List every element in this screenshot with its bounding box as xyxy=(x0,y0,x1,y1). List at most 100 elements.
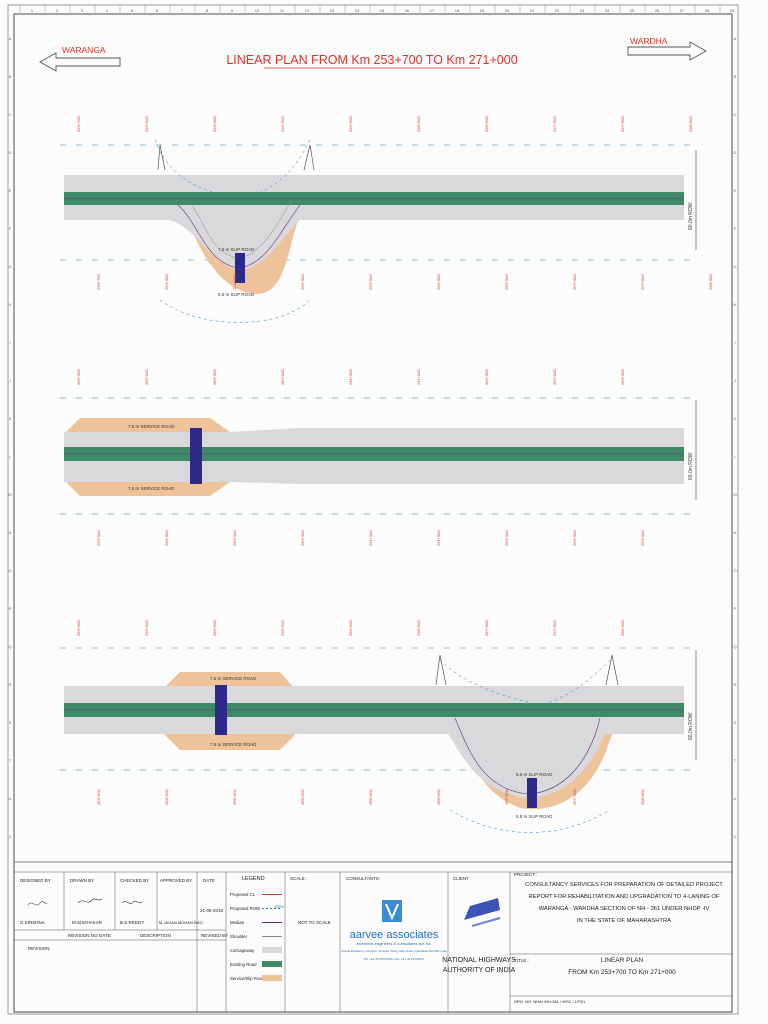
chainage-labels: 264+000 264+000 264+500 264+500 265+000 265+0… xyxy=(76,620,645,805)
scale-number: 2 xyxy=(56,8,59,13)
chainage-label: 267+000 xyxy=(484,620,489,636)
top-scale-numbers: 1 2 3 4 5 6 7 8 9 10 11 12 13 14 15 16 17 18 19 20 21 22 23 24 2… xyxy=(19,5,735,14)
grid-letter: A xyxy=(734,36,737,41)
left-grid-letters: A B C D E F G H I J K L M N O P Q R S T U V xyxy=(8,36,12,839)
grid-letter: E xyxy=(734,188,737,193)
scale-label: SCALE : xyxy=(290,876,307,881)
title-line-2: FROM Km 253+700 TO Km 271+000 xyxy=(568,969,676,976)
title-label: TITLE : xyxy=(514,958,529,963)
designed-by-label: DESIGNED BY xyxy=(20,878,51,883)
revision-date-label: DATE xyxy=(99,933,111,938)
grid-letter: D xyxy=(9,150,12,155)
revision-no-label: REVISION NO xyxy=(68,933,98,938)
grid-letter: P xyxy=(734,606,737,611)
legend-swatch xyxy=(262,961,282,967)
scale-number: 8 xyxy=(206,8,209,13)
grid-letter: D xyxy=(734,150,737,155)
slip-road-carriageway xyxy=(170,220,300,270)
legend-label: Service/Slip Road xyxy=(230,976,265,981)
project-line-2: REPORT FOR REHABILITATION AND UPGRADATIO… xyxy=(529,894,720,900)
revision-label: REVISION xyxy=(28,946,50,951)
grid-letter: U xyxy=(9,796,12,801)
chainage-label: 255+500 xyxy=(368,274,373,290)
chainage-label: 265+000 xyxy=(232,789,237,805)
project-line-4: IN THE STATE OF MAHARASHTRA xyxy=(577,918,671,924)
row-width-label: 60.0m ROW xyxy=(688,202,694,230)
date-label: DATE xyxy=(203,878,215,883)
chainage-label: 260+000 xyxy=(232,530,237,546)
chainage-label: 266+000 xyxy=(368,789,373,805)
scale-number: 6 xyxy=(156,8,159,13)
grid-letter: O xyxy=(733,568,736,573)
chainage-label: 260+500 xyxy=(300,530,305,546)
scale-number: 11 xyxy=(280,8,285,13)
chainage-label: 257+500 xyxy=(620,116,625,132)
legend-title: LEGEND xyxy=(242,876,265,882)
chainage-label: 258+000 xyxy=(708,274,713,290)
designer-signature xyxy=(27,901,48,906)
chainage-label: 264+000 xyxy=(76,620,81,636)
structure-box xyxy=(235,253,245,283)
scale-value: NOT TO SCALE xyxy=(298,920,331,925)
scale-number: 14 xyxy=(355,8,360,13)
bottom-slip-label: 5.5 m SLIP ROAD xyxy=(218,292,255,297)
chainage-label: 263+000 xyxy=(620,369,625,385)
left-direction-label: WARANGA xyxy=(62,45,106,55)
chainage-label: 261+500 xyxy=(416,369,421,385)
scale-number: 1 xyxy=(31,8,34,13)
chainage-label: 254+000 xyxy=(144,116,149,132)
grid-letter: O xyxy=(8,568,11,573)
grid-letter: Q xyxy=(8,644,11,649)
grid-letter: N xyxy=(9,530,12,535)
consultants-label: CONSULTANTS : xyxy=(346,876,381,881)
chainage-label: 257+000 xyxy=(572,274,577,290)
grid-letter: H xyxy=(9,302,12,307)
right-direction-label: WARDHA xyxy=(630,36,668,46)
chainage-label: 254+500 xyxy=(212,116,217,132)
chainage-label: 261+500 xyxy=(436,530,441,546)
legend-label: Proposed ROW xyxy=(230,906,261,911)
chainage-label: 263+000 xyxy=(640,530,645,546)
scale-number: 22 xyxy=(555,8,560,13)
chainage-label: 262+500 xyxy=(552,369,557,385)
nhai-logo xyxy=(464,898,501,927)
chainage-label: 266+500 xyxy=(416,620,421,636)
chainage-label: 253+700 xyxy=(96,274,101,290)
strip-2: 7.5 m SERVICE ROAD 7.5 m SERVICE ROAD 60… xyxy=(60,369,697,546)
scale-number: 15 xyxy=(380,8,385,13)
service-road-label-upper: 7.5 m SERVICE ROAD xyxy=(128,424,175,429)
title-block: DESIGNED BY DRAWN BY CHECKED BY APPROVED… xyxy=(14,861,732,1012)
service-road-label-lower: 7.5 m SERVICE ROAD xyxy=(128,486,175,491)
chainage-label: 255+000 xyxy=(300,274,305,290)
scale-number: 27 xyxy=(680,8,685,13)
legend-label: Shoulder xyxy=(230,934,248,939)
chainage-label: 265+500 xyxy=(300,789,305,805)
grid-letter: G xyxy=(8,264,11,269)
grid-letter: S xyxy=(734,720,737,725)
scale-number: 19 xyxy=(480,8,485,13)
chainage-label: 256+500 xyxy=(504,274,509,290)
grid-letter: F xyxy=(9,226,12,231)
chainage-label: 259+000 xyxy=(76,369,81,385)
service-road-label-lower: 7.5 m SERVICE ROAD xyxy=(210,742,257,747)
grid-letter: M xyxy=(8,492,11,497)
grid-letter: K xyxy=(734,416,737,421)
grid-letter: L xyxy=(9,454,12,459)
scale-number: 9 xyxy=(231,8,234,13)
strip-3: 7.5 m SERVICE ROAD 7.5 m SERVICE ROAD 5.… xyxy=(60,620,697,833)
chainage-label: 258+000 xyxy=(688,116,693,132)
chainage-label: 259+500 xyxy=(144,369,149,385)
chainage-label: 256+000 xyxy=(416,116,421,132)
chainage-label: 261+000 xyxy=(368,530,373,546)
legend-label: Proposed CL xyxy=(230,892,256,897)
drawing-number: DRG. NO. NHAI /NH-361 / WSC / LP/01 xyxy=(514,999,586,1004)
scale-number: 23 xyxy=(580,8,585,13)
chainage-label: 261+000 xyxy=(348,369,353,385)
grid-letter: T xyxy=(9,758,12,763)
grid-letter: C xyxy=(734,112,737,117)
grid-letter: B xyxy=(9,74,12,79)
revised-by-label: REVISED BY xyxy=(201,933,228,938)
designer-name: G.KRISHNA xyxy=(20,920,45,925)
drawing-date: 21-08-2016 xyxy=(200,908,224,913)
grid-letter: A xyxy=(9,36,12,41)
